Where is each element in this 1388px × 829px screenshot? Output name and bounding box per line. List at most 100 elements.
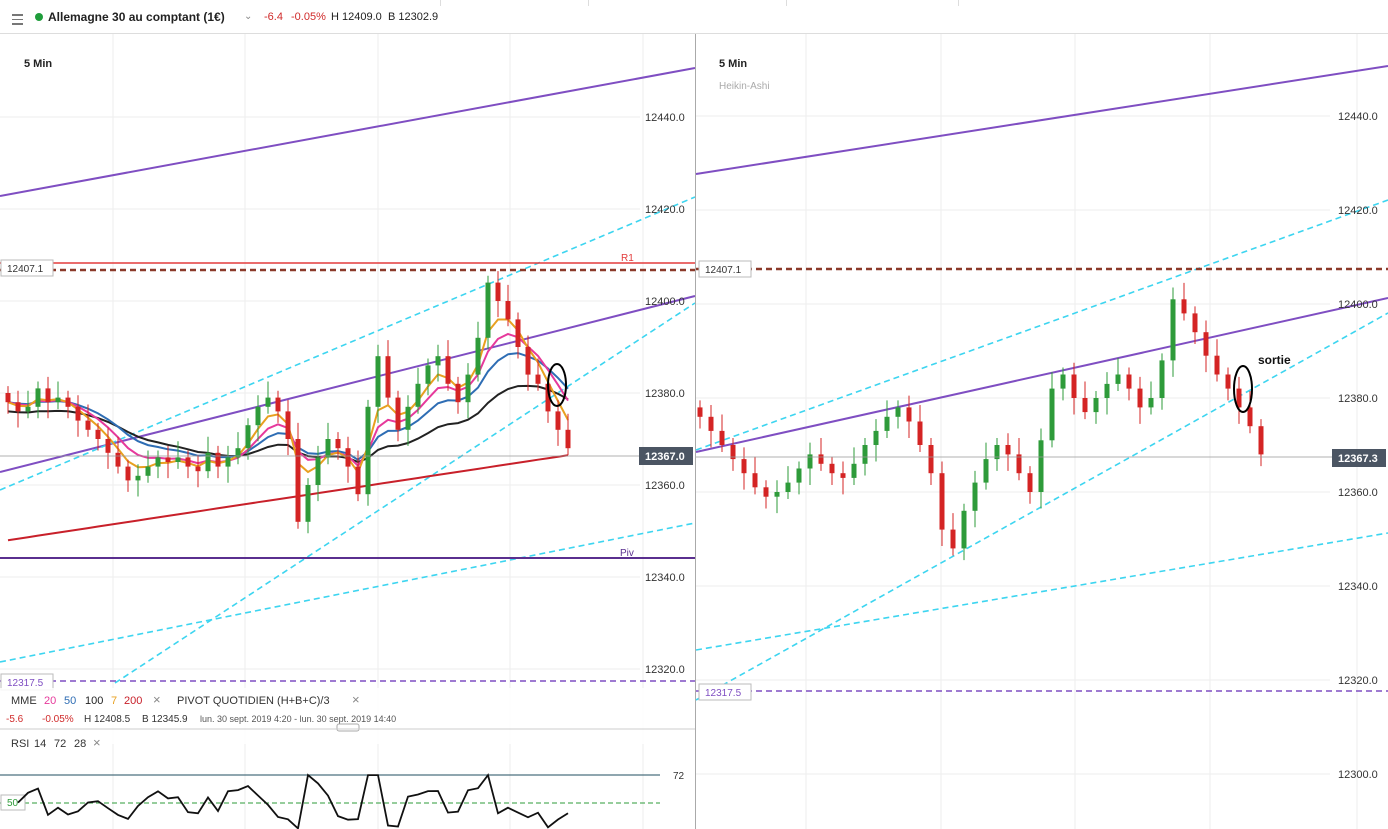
left-candle[interactable]	[275, 397, 281, 412]
left-candle[interactable]	[105, 439, 111, 453]
left-candle[interactable]	[365, 406, 371, 495]
right-candle[interactable]	[1170, 299, 1176, 361]
right-candle[interactable]	[796, 468, 802, 483]
left-candle[interactable]	[525, 347, 531, 375]
right-dashed-line-3[interactable]	[695, 532, 1388, 651]
left-candle[interactable]	[15, 402, 21, 412]
left-chart[interactable]: 5 Min R1 12407.1 Piv 12317.5 12367.0	[0, 34, 696, 829]
left-candle[interactable]	[505, 301, 511, 320]
left-candle[interactable]	[65, 397, 71, 407]
right-candle[interactable]	[708, 416, 714, 431]
right-candle[interactable]	[719, 430, 725, 445]
right-candle[interactable]	[1049, 388, 1055, 441]
left-candle[interactable]	[145, 466, 151, 476]
right-candle[interactable]	[1148, 398, 1154, 408]
right-candle[interactable]	[1126, 374, 1132, 389]
rsi-label[interactable]: RSI	[11, 738, 29, 750]
left-candle[interactable]	[125, 466, 131, 481]
right-candle[interactable]	[862, 445, 868, 464]
right-candle[interactable]	[961, 510, 967, 549]
right-candle[interactable]	[1258, 426, 1264, 455]
mme-label[interactable]: MME	[11, 695, 37, 707]
left-candle[interactable]	[285, 411, 291, 439]
left-candle[interactable]	[535, 374, 541, 384]
right-candle[interactable]	[1159, 360, 1165, 398]
instrument-name[interactable]: Allemagne 30 au comptant (1€)	[48, 10, 225, 24]
left-upper-channel-line[interactable]	[0, 67, 696, 197]
left-candle[interactable]	[475, 337, 481, 375]
left-dashed-line-2[interactable]	[114, 302, 696, 684]
right-candle[interactable]	[730, 445, 736, 460]
left-candle[interactable]	[235, 448, 241, 458]
right-candle[interactable]	[994, 445, 1000, 460]
left-candle[interactable]	[545, 383, 551, 412]
right-candle[interactable]	[1082, 398, 1088, 413]
right-candles[interactable]	[697, 282, 1264, 561]
right-candle[interactable]	[1071, 374, 1077, 399]
right-candle[interactable]	[939, 473, 945, 530]
ma200-line[interactable]	[7, 454, 569, 542]
pane-resize-handle[interactable]	[336, 723, 360, 732]
right-candle[interactable]	[741, 459, 747, 474]
left-dashed-line-3[interactable]	[0, 522, 696, 663]
close-rsi-icon[interactable]: ×	[93, 735, 101, 750]
left-candle[interactable]	[135, 475, 141, 481]
right-candle[interactable]	[1115, 374, 1121, 384]
right-candle[interactable]	[917, 421, 923, 446]
left-candle[interactable]	[435, 356, 441, 366]
right-candle[interactable]	[840, 473, 846, 478]
right-candle[interactable]	[818, 454, 824, 464]
right-candle[interactable]	[807, 454, 813, 469]
right-candle[interactable]	[972, 482, 978, 511]
right-candle[interactable]	[1214, 355, 1220, 375]
left-candle[interactable]	[185, 457, 191, 467]
right-candle[interactable]	[895, 407, 901, 417]
left-candle[interactable]	[325, 439, 331, 458]
left-candle[interactable]	[345, 448, 351, 467]
charts-area[interactable]: 5 Min R1 12407.1 Piv 12317.5 12367.0	[0, 34, 1388, 829]
close-mme-icon[interactable]: ×	[153, 692, 161, 707]
right-candle[interactable]	[1181, 299, 1187, 314]
left-candle[interactable]	[515, 319, 521, 347]
right-candle[interactable]	[928, 445, 934, 474]
left-candle[interactable]	[255, 406, 261, 426]
left-candle[interactable]	[465, 374, 471, 403]
left-dashed-line-1[interactable]	[0, 196, 696, 491]
left-candle[interactable]	[265, 397, 271, 407]
chevron-down-icon[interactable]: ⌄	[244, 11, 253, 22]
left-candle[interactable]	[75, 406, 81, 421]
right-candle[interactable]	[1093, 398, 1099, 413]
left-candle[interactable]	[205, 452, 211, 472]
right-candle[interactable]	[1027, 473, 1033, 492]
right-candle[interactable]	[1192, 313, 1198, 333]
right-candle[interactable]	[763, 487, 769, 497]
left-candle[interactable]	[355, 466, 361, 495]
pivot-label[interactable]: PIVOT QUOTIDIEN (H+B+C)/3	[177, 695, 330, 707]
left-candle[interactable]	[55, 397, 61, 403]
rsi-pane[interactable]: RSI 14 72 28 × 72 50	[0, 728, 695, 829]
left-candle[interactable]	[405, 406, 411, 430]
right-candle[interactable]	[906, 407, 912, 422]
left-mid-channel-line[interactable]	[0, 295, 696, 473]
right-candle[interactable]	[697, 407, 703, 417]
left-candle[interactable]	[555, 411, 561, 430]
left-candle[interactable]	[395, 397, 401, 430]
left-candle[interactable]	[85, 420, 91, 430]
left-candle[interactable]	[35, 388, 41, 407]
right-dashed-line-2[interactable]	[695, 312, 1388, 701]
right-candle[interactable]	[1247, 407, 1253, 427]
left-candle[interactable]	[305, 485, 311, 522]
left-candle[interactable]	[95, 429, 101, 439]
left-candle[interactable]	[415, 383, 421, 407]
left-candle[interactable]	[215, 452, 221, 467]
left-candle[interactable]	[385, 356, 391, 398]
left-candle[interactable]	[445, 356, 451, 384]
right-candle[interactable]	[1203, 332, 1209, 356]
right-candle[interactable]	[1137, 388, 1143, 408]
right-dashed-line-1[interactable]	[695, 199, 1388, 451]
right-chart[interactable]: 5 Min Heikin-Ashi 12407.1 12317.5 sortie…	[695, 34, 1388, 829]
right-candle[interactable]	[950, 529, 956, 549]
right-candle[interactable]	[884, 416, 890, 431]
left-candle[interactable]	[455, 383, 461, 403]
right-candle[interactable]	[785, 482, 791, 492]
